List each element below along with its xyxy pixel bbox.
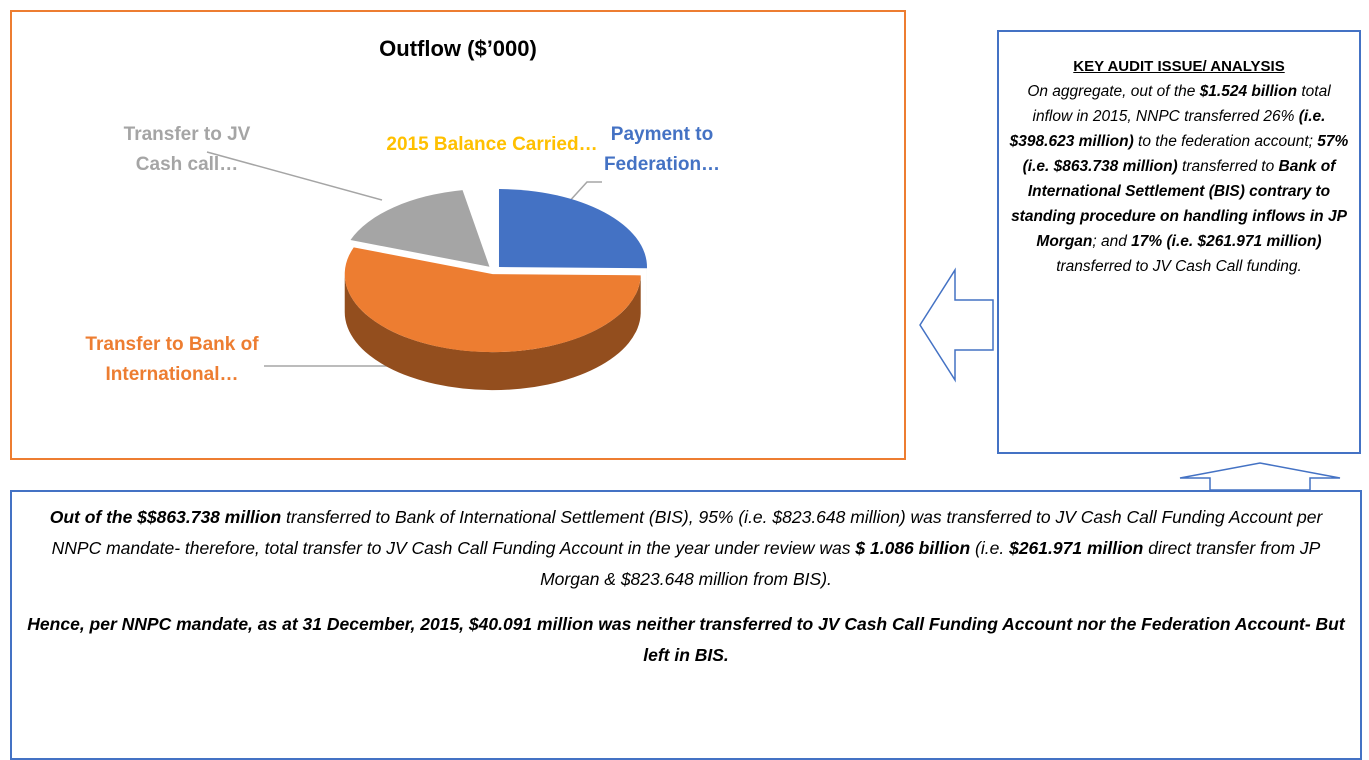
text-run: On aggregate, out of the: [1027, 83, 1199, 100]
summary-box: Out of the $$863.738 million transferred…: [10, 490, 1362, 760]
slice-label: Transfer to Bank of International…: [52, 330, 292, 390]
text-run: $1.524 billion: [1200, 83, 1297, 100]
up-arrow: [1180, 463, 1340, 490]
slice-label: 2015 Balance Carried…: [352, 130, 632, 160]
chart-title: Outflow ($’000): [12, 36, 904, 62]
text-run: ; and: [1092, 233, 1131, 250]
paragraph: Out of the $$863.738 million transferred…: [26, 502, 1346, 595]
left-arrow: [920, 270, 993, 380]
analysis-box: KEY AUDIT ISSUE/ ANALYSIS On aggregate, …: [997, 30, 1361, 454]
text-run: to the federation account;: [1134, 133, 1318, 150]
text-run: Hence, per NNPC mandate, as at 31 Decemb…: [27, 614, 1344, 665]
analysis-heading: KEY AUDIT ISSUE/ ANALYSIS: [1007, 54, 1351, 79]
text-run: $ 1.086 billion: [855, 538, 970, 558]
text-run: Out of the $$863.738 million: [50, 507, 281, 527]
analysis-text: On aggregate, out of the $1.524 billion …: [1007, 79, 1351, 279]
pie-slice: [499, 189, 647, 268]
chart-canvas: [12, 12, 904, 458]
text-run: transferred to: [1178, 158, 1279, 175]
text-run: $261.971 million: [1009, 538, 1143, 558]
slice-label: Transfer to JV Cash call…: [107, 120, 267, 180]
paragraph: Hence, per NNPC mandate, as at 31 Decemb…: [26, 609, 1346, 671]
text-run: transferred to JV Cash Call funding.: [1056, 258, 1302, 275]
chart: Outflow ($’000) Payment to Federation… T…: [10, 10, 906, 460]
text-run: (i.e.: [970, 538, 1009, 558]
text-run: 17% (i.e. $261.971 million): [1131, 233, 1321, 250]
